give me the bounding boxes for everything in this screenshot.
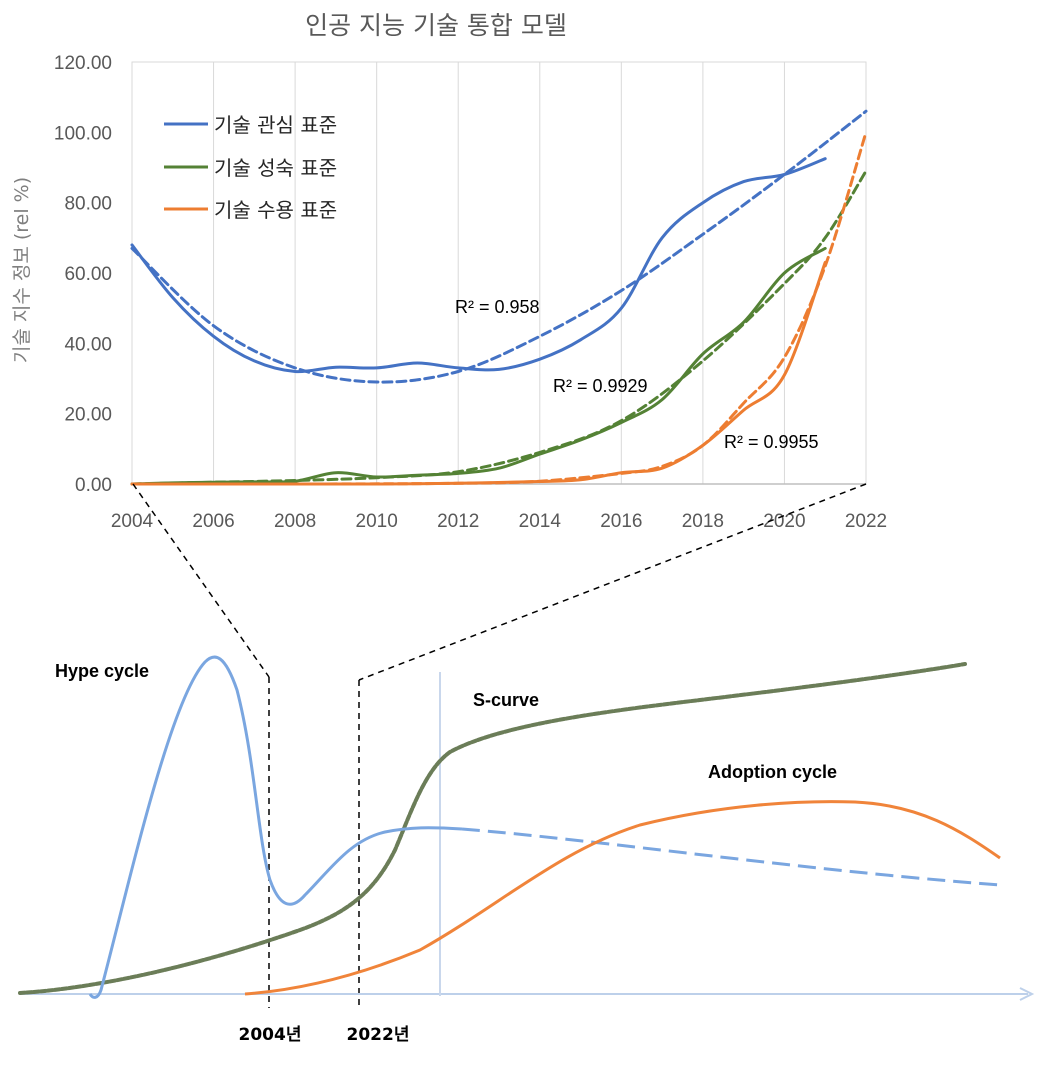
x-tick-label: 2018 <box>682 511 724 532</box>
hype-cycle-tail <box>461 827 1001 887</box>
x-tick-label: 2014 <box>519 511 562 532</box>
x-tick-label: 2008 <box>274 511 316 532</box>
s-curve-line <box>18 662 967 995</box>
s-curve-label: S-curve <box>473 690 539 710</box>
chart-title: 인공 지능 기술 통합 모델 <box>305 11 567 40</box>
trendline-4 <box>130 169 868 486</box>
x-tick-label: 2020 <box>763 511 805 532</box>
y-tick-label: 0.00 <box>75 475 112 496</box>
series-line-2 <box>130 260 827 486</box>
x-tick-label: 2022 <box>845 511 887 532</box>
series-line-1 <box>130 246 827 486</box>
x-tick-label: 2004 <box>111 511 154 532</box>
legend-label-adoption: 기술 수용 표준 <box>214 198 337 222</box>
legend-label-maturity: 기술 성숙 표준 <box>214 156 337 180</box>
trendline-3 <box>130 109 868 384</box>
y-tick-label: 60.00 <box>64 264 112 285</box>
concept-diagram: Hype cycle S-curve Adoption cycle 2004년 … <box>18 655 1035 1045</box>
year-marker-2004: 2004년 <box>239 1025 302 1045</box>
y-tick-label: 120.00 <box>54 53 112 74</box>
x-tick-labels: 2004 2006 2008 2010 2012 2014 2016 2018 2020 2022 <box>111 511 887 532</box>
connector-right <box>358 483 867 681</box>
r-squared-maturity: R² = 0.9929 <box>553 376 648 396</box>
legend-label-interest: 기술 관심 표준 <box>214 113 337 137</box>
y-tick-label: 80.00 <box>64 194 112 215</box>
r-squared-interest: R² = 0.958 <box>455 297 540 317</box>
x-tick-label: 2016 <box>600 511 642 532</box>
adoption-cycle-label: Adoption cycle <box>708 762 837 782</box>
x-tick-label: 2012 <box>437 511 479 532</box>
y-tick-labels: 0.00 20.00 40.00 60.00 80.00 100.00 120.00 <box>54 53 112 496</box>
hype-cycle-line <box>88 655 463 999</box>
r-squared-adoption: R² = 0.9955 <box>724 432 819 452</box>
y-tick-label: 100.00 <box>54 123 112 144</box>
legend: 기술 관심 표준 기술 성숙 표준 기술 수용 표준 <box>164 113 337 222</box>
y-axis-label: 기술 지수 정보 (rel %) <box>11 177 33 363</box>
series-line-0 <box>130 157 827 374</box>
y-tick-label: 20.00 <box>64 405 112 426</box>
year-marker-2022: 2022년 <box>347 1025 410 1045</box>
x-tick-label: 2010 <box>356 511 398 532</box>
trend-chart: 인공 지능 기술 통합 모델 0.00 20.00 40.00 60.00 80.00 1… <box>11 11 887 532</box>
hype-cycle-label: Hype cycle <box>55 661 149 681</box>
series-lines <box>130 157 827 486</box>
x-tick-label: 2006 <box>192 511 234 532</box>
adoption-cycle-line <box>244 800 1001 996</box>
y-tick-label: 40.00 <box>64 334 112 355</box>
baseline-arrow <box>1019 987 1035 1001</box>
zoom-connectors <box>132 483 867 1008</box>
